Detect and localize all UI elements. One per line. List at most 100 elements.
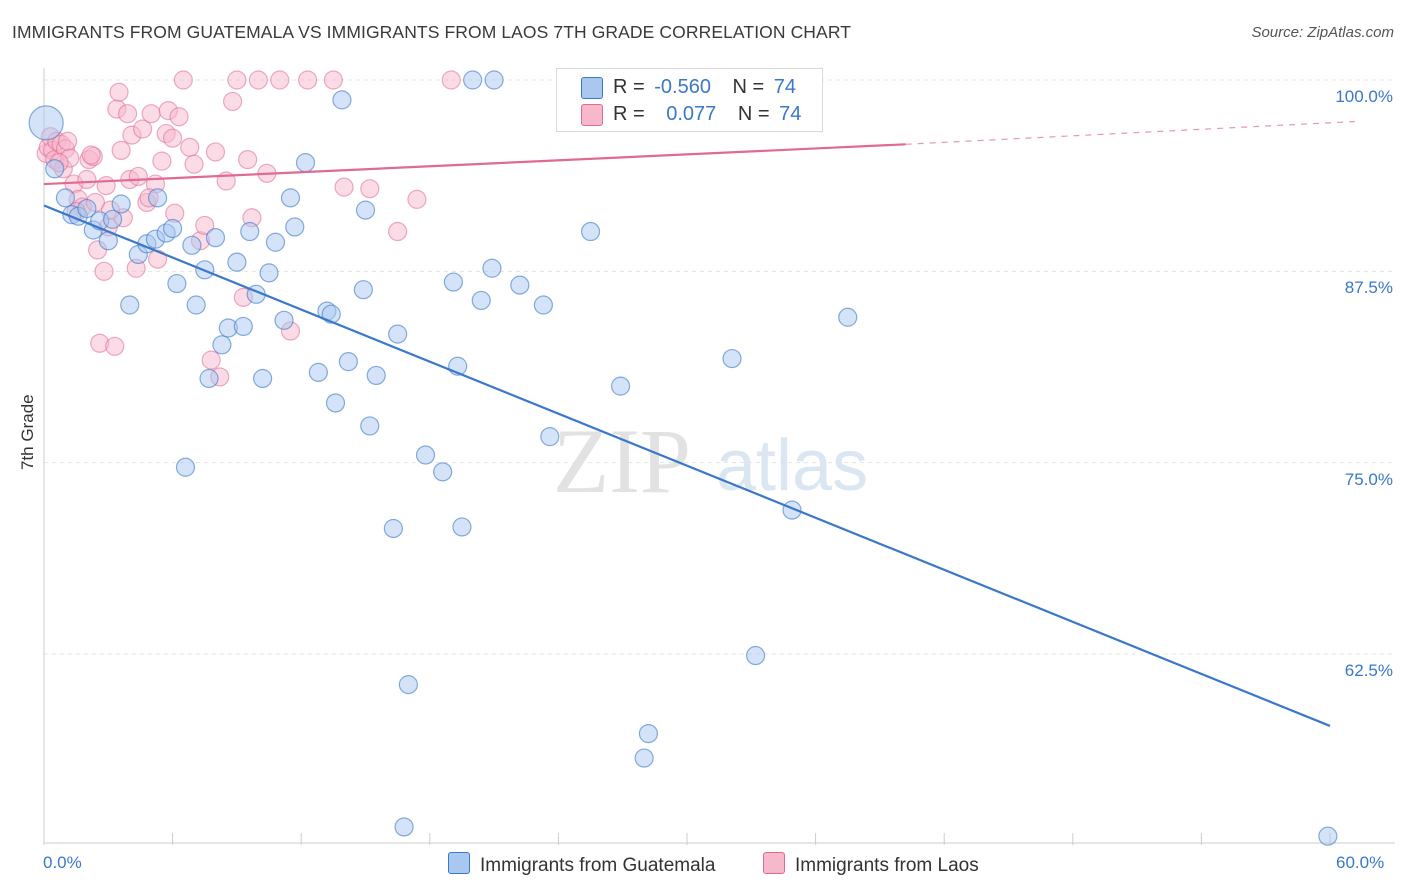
laos-point <box>163 128 183 148</box>
y-tick-label: 87.5% <box>1344 278 1393 298</box>
guatemala-point <box>394 817 414 837</box>
axes <box>43 68 1395 845</box>
trend-lines <box>43 120 1359 727</box>
guatemala-point <box>102 209 123 229</box>
guatemala-point <box>285 217 305 237</box>
laos-point <box>57 131 78 151</box>
legend-swatch-blue <box>581 77 603 99</box>
guatemala-point <box>533 295 553 315</box>
guatemala-point <box>722 348 742 369</box>
guatemala-point <box>471 290 491 311</box>
laos-point <box>105 336 125 356</box>
stats-row-laos: R = 0.077 N = 74 <box>557 100 822 128</box>
laos-point <box>298 70 318 90</box>
laos-point <box>141 104 161 124</box>
guatemala-point <box>77 198 97 219</box>
r-label: R = <box>613 103 645 125</box>
legend-swatch-pink <box>581 104 603 126</box>
guatemala-point <box>111 194 131 214</box>
guatemala-point <box>28 105 64 141</box>
guatemala-point <box>634 748 654 768</box>
laos-point <box>132 119 153 139</box>
laos-point <box>205 142 226 162</box>
guatemala-point <box>167 273 187 294</box>
guatemala-point <box>353 280 373 300</box>
r-value-laos: 0.077 <box>666 103 717 125</box>
guatemala-point <box>227 252 247 272</box>
y-tick-label: 100.0% <box>1335 87 1393 106</box>
series-laos-points <box>36 70 461 387</box>
legend-item-laos[interactable]: Immigrants from Laos <box>763 852 979 877</box>
laos-point <box>238 149 258 170</box>
guatemala-point <box>510 275 530 295</box>
guatemala-point <box>388 324 408 344</box>
laos-point <box>195 215 215 236</box>
guatemala-point <box>452 517 472 537</box>
laos-point <box>227 70 247 90</box>
legend-swatch-guatemala <box>448 852 470 874</box>
laos-point <box>111 140 131 161</box>
laos-point <box>441 70 461 90</box>
n-label: N = <box>732 76 765 98</box>
laos-point <box>334 177 354 197</box>
guatemala-point <box>415 445 436 465</box>
trend-line-laos-extension <box>905 120 1359 145</box>
laos-point <box>173 70 193 90</box>
guatemala-point <box>443 272 463 292</box>
guatemala-point <box>182 235 202 255</box>
laos-point <box>388 221 408 242</box>
guatemala-point <box>147 188 168 208</box>
watermark-atlas: atlas <box>716 426 868 506</box>
guatemala-point <box>274 310 294 330</box>
guatemala-point <box>745 645 766 666</box>
guatemala-point <box>540 427 560 447</box>
n-value-laos: 74 <box>779 103 802 125</box>
y-tick-label: 62.5% <box>1344 661 1393 680</box>
guatemala-point <box>433 462 453 482</box>
guatemala-point <box>233 316 253 337</box>
guatemala-point <box>199 368 219 389</box>
laos-point <box>77 169 97 190</box>
guatemala-point <box>308 362 328 382</box>
laos-point <box>117 104 138 124</box>
laos-point <box>169 107 189 127</box>
guatemala-point <box>366 365 386 386</box>
stats-row-guatemala: R = -0.560 N = 74 <box>557 73 822 101</box>
laos-point <box>323 70 343 90</box>
legend-item-guatemala[interactable]: Immigrants from Guatemala <box>448 852 715 877</box>
laos-point <box>270 70 290 90</box>
laos-point <box>223 91 243 112</box>
guatemala-point <box>253 368 273 389</box>
trend-line-guatemala <box>43 204 1331 727</box>
laos-point <box>180 137 200 157</box>
laos-point <box>96 176 116 196</box>
guatemala-point <box>163 218 183 239</box>
y-axis-label: 7th Grade <box>18 394 37 470</box>
laos-point <box>152 151 172 171</box>
y-tick-label: 75.0% <box>1344 469 1393 489</box>
guatemala-point <box>240 221 260 242</box>
chart-title: IMMIGRANTS FROM GUATEMALA VS IMMIGRANTS … <box>12 22 852 42</box>
guatemala-point <box>360 416 380 436</box>
guatemala-point <box>355 200 376 220</box>
guatemala-point <box>1318 826 1338 846</box>
laos-point <box>109 82 129 102</box>
laos-point <box>407 189 427 209</box>
watermark-zip: ZIP <box>553 410 691 512</box>
source-label: Source: ZipAtlas.com <box>1251 24 1394 41</box>
guatemala-point <box>338 352 358 372</box>
guatemala-point <box>463 70 483 90</box>
trend-line-laos <box>43 143 906 186</box>
laos-point <box>201 350 221 370</box>
r-label: R = <box>613 76 645 98</box>
guatemala-point <box>332 90 352 110</box>
guatemala-point <box>265 232 286 252</box>
n-label: N = <box>737 103 770 125</box>
n-value-guatemala: 74 <box>773 76 797 98</box>
guatemala-point <box>482 258 502 278</box>
legend-label-laos: Immigrants from Laos <box>795 855 979 876</box>
guatemala-point <box>325 393 346 413</box>
legend-swatch-laos <box>763 852 785 874</box>
series-guatemala-points <box>28 70 1338 846</box>
